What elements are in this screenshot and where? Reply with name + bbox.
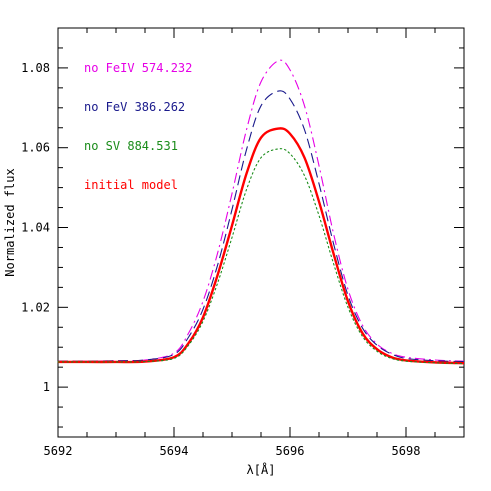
y-tick-label: 1.06 — [21, 141, 50, 155]
y-tick-label: 1.08 — [21, 61, 50, 75]
legend-entry: initial model — [84, 178, 178, 192]
series-lines — [57, 59, 465, 365]
y-tick-label: 1 — [43, 380, 50, 394]
series-line-1 — [57, 59, 465, 362]
axis-tick-labels: 5692 5694 5696 5698 1 1.02 1.04 1.06 1.08 — [21, 61, 420, 458]
x-tick-label: 5696 — [276, 444, 305, 458]
legend-entry: no FeV 386.262 — [84, 100, 185, 114]
plot-frame — [57, 27, 465, 438]
x-tick-label: 5698 — [392, 444, 421, 458]
x-tick-label: 5694 — [160, 444, 189, 458]
x-tick-label: 5692 — [44, 444, 73, 458]
series-line-4 — [57, 148, 465, 365]
y-tick-label: 1.02 — [21, 300, 50, 314]
y-axis-label: Normalized flux — [3, 168, 17, 276]
y-tick-label: 1.04 — [21, 221, 50, 235]
x-axis-label: λ[Å] — [247, 462, 276, 477]
legend: no FeIV 574.232 no FeV 386.262 no SV 884.5… — [84, 61, 192, 192]
legend-entry: no FeIV 574.232 — [84, 61, 192, 75]
legend-entry: no SV 884.531 — [84, 139, 178, 153]
series-line-3 — [58, 127, 465, 365]
axis-ticks — [57, 27, 465, 437]
series-line-2 — [57, 90, 465, 363]
